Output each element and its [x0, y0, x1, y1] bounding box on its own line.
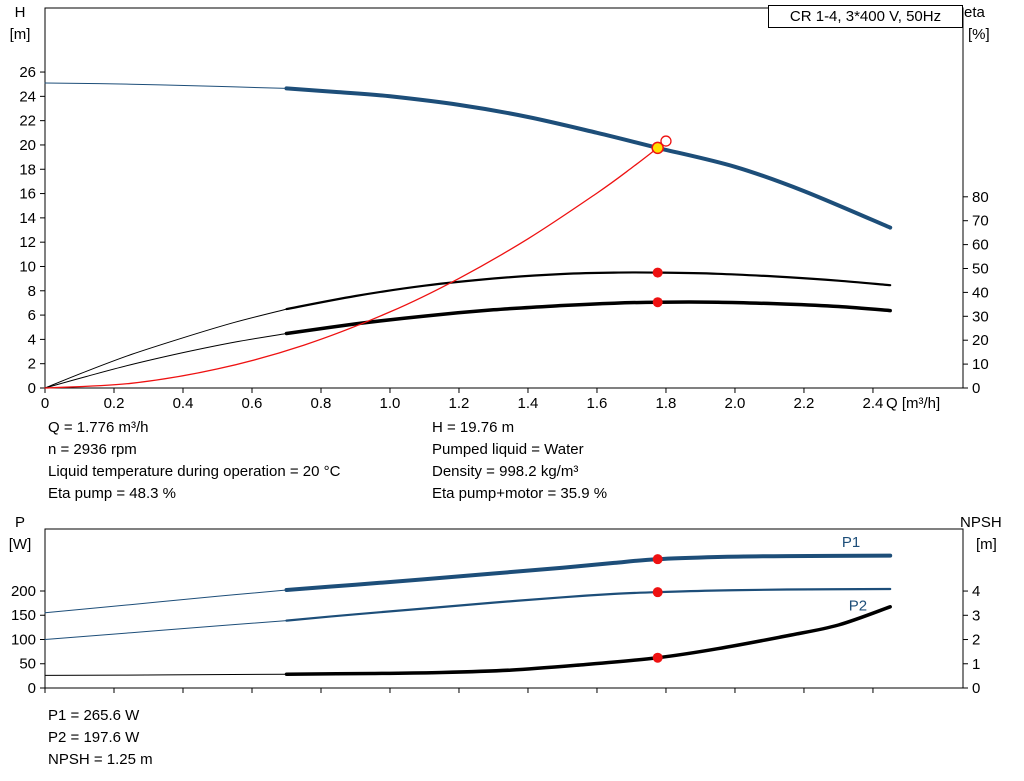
- head-text: H = 19.76 m: [432, 419, 515, 436]
- svg-text:1.2: 1.2: [449, 395, 470, 412]
- svg-text:0: 0: [972, 380, 980, 397]
- qh-eta-chart-x-axis-title: Q [m³/h]: [886, 395, 940, 412]
- power-npsh-chart-plot-area[interactable]: [44, 528, 964, 689]
- svg-text:12: 12: [19, 234, 36, 251]
- series-system-curve: [44, 140, 667, 389]
- svg-text:22: 22: [19, 113, 36, 130]
- eta-pump-motor-text: Eta pump+motor = 35.9 %: [432, 485, 608, 502]
- p2-text: P2 = 197.6 W: [48, 729, 140, 746]
- npsh-axis-label: NPSH: [960, 514, 1002, 531]
- svg-text:1.8: 1.8: [656, 395, 677, 412]
- max-flow-point: [660, 135, 672, 147]
- series-p1-thin: [44, 589, 287, 614]
- svg-text:150: 150: [11, 607, 36, 624]
- pump-type-box: CR 1-4, 3*400 V, 50Hz: [768, 5, 963, 28]
- svg-text:50: 50: [972, 261, 989, 278]
- eta-pump-text: Eta pump = 48.3 %: [48, 485, 176, 502]
- eta-axis-unit: [%]: [968, 26, 990, 43]
- svg-text:1.4: 1.4: [518, 395, 539, 412]
- svg-text:80: 80: [972, 189, 989, 206]
- svg-text:6: 6: [28, 307, 36, 324]
- duty-point[interactable]: [651, 141, 664, 155]
- svg-text:2: 2: [972, 632, 980, 649]
- svg-text:60: 60: [972, 237, 989, 254]
- p1-text: P1 = 265.6 W: [48, 707, 140, 724]
- series-p2: [285, 587, 892, 622]
- liquid-temp-text: Liquid temperature during operation = 20…: [48, 463, 341, 480]
- svg-text:20: 20: [19, 137, 36, 154]
- series-npsh-thin: [44, 673, 287, 676]
- svg-text:0.4: 0.4: [173, 395, 194, 412]
- p-axis-label: P: [14, 514, 25, 531]
- svg-text:70: 70: [972, 213, 989, 230]
- svg-text:50: 50: [19, 656, 36, 673]
- pump-type-label: CR 1-4, 3*400 V, 50Hz: [789, 8, 942, 25]
- p-axis-unit: [W]: [8, 536, 32, 553]
- svg-text:0: 0: [41, 395, 49, 412]
- p2-point[interactable]: [652, 587, 663, 598]
- series-label-p2: P2: [849, 597, 867, 614]
- svg-text:2.4: 2.4: [863, 395, 884, 412]
- svg-text:8: 8: [28, 283, 36, 300]
- flow-text: Q = 1.776 m³/h: [48, 419, 149, 436]
- qh-eta-chart-plot-area[interactable]: [44, 7, 964, 389]
- svg-text:0: 0: [28, 680, 36, 697]
- svg-text:14: 14: [19, 210, 36, 227]
- svg-text:2: 2: [28, 356, 36, 373]
- svg-text:0: 0: [28, 380, 36, 397]
- svg-text:30: 30: [972, 308, 989, 325]
- npsh-point[interactable]: [652, 652, 663, 663]
- result-column: P1 = 265.6 W P2 = 197.6 W NPSH = 1.25 m: [48, 705, 153, 771]
- svg-text:20: 20: [972, 332, 989, 349]
- power-npsh-chart-axes-ticks: 0 50 100 150 200 0 1 2 3 4: [11, 583, 980, 697]
- svg-text:4: 4: [972, 583, 980, 600]
- svg-text:10: 10: [19, 258, 36, 275]
- speed-text: n = 2936 rpm: [48, 441, 137, 458]
- series-eta-pump-motor-thin: [44, 333, 287, 389]
- svg-text:3: 3: [972, 607, 980, 624]
- svg-text:0: 0: [972, 680, 980, 697]
- svg-text:100: 100: [11, 631, 36, 648]
- svg-text:0.2: 0.2: [104, 395, 125, 412]
- svg-text:0.6: 0.6: [242, 395, 263, 412]
- npsh-axis-unit: [m]: [976, 536, 997, 553]
- series-label-p1: P1: [842, 534, 860, 551]
- svg-text:26: 26: [19, 64, 36, 81]
- pumped-liquid-text: Pumped liquid = Water: [432, 441, 584, 458]
- series-qh-thin: [44, 82, 287, 89]
- operating-point-left-column: Q = 1.776 m³/h n = 2936 rpm Liquid tempe…: [48, 417, 340, 505]
- svg-text:1: 1: [972, 656, 980, 673]
- svg-text:0.8: 0.8: [311, 395, 332, 412]
- qh-eta-chart-axes-ticks: 0 0.2 0.4 0.6 0.8 1.0 1.2 1.4 1.6 1.8 2.0 2.2 2.4024…: [19, 64, 988, 412]
- svg-text:2.0: 2.0: [725, 395, 746, 412]
- series-eta-pump: [285, 271, 892, 311]
- eta-pump-motor-point[interactable]: [652, 297, 663, 308]
- svg-text:2.2: 2.2: [794, 395, 815, 412]
- svg-text:10: 10: [972, 356, 989, 373]
- series-eta-pump-motor: [284, 300, 892, 336]
- series-p2-thin: [44, 620, 287, 640]
- eta-pump-point[interactable]: [652, 267, 663, 278]
- svg-text:200: 200: [11, 583, 36, 600]
- h-axis-label: H: [14, 4, 26, 21]
- series-qh: [284, 86, 893, 230]
- series-eta-pump-thin: [44, 308, 287, 389]
- svg-text:4: 4: [28, 331, 36, 348]
- h-axis-unit: [m]: [9, 26, 31, 43]
- p1-point[interactable]: [652, 554, 663, 565]
- svg-text:18: 18: [19, 161, 36, 178]
- svg-text:1.0: 1.0: [380, 395, 401, 412]
- eta-axis-label: eta: [964, 4, 985, 21]
- svg-text:40: 40: [972, 284, 989, 301]
- svg-text:1.6: 1.6: [587, 395, 608, 412]
- npsh-text: NPSH = 1.25 m: [48, 751, 153, 768]
- svg-text:16: 16: [19, 186, 36, 203]
- svg-text:24: 24: [19, 88, 36, 105]
- density-text: Density = 998.2 kg/m³: [432, 463, 579, 480]
- series-npsh: [284, 605, 892, 676]
- operating-point-right-column: H = 19.76 m Pumped liquid = Water Densit…: [432, 417, 607, 505]
- series-p1: [284, 553, 893, 592]
